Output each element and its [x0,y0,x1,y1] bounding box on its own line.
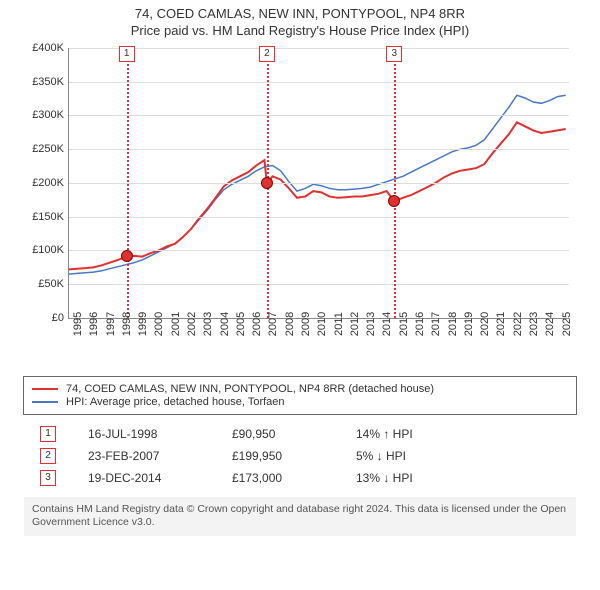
x-axis-label: 2015 [398,312,410,336]
transactions-table: 1 16-JUL-1998 £90,950 14% ↑ HPI 2 23-FEB-2007… [32,423,568,489]
gridline [69,115,569,116]
x-axis-label: 2002 [186,312,198,336]
transaction-row: 2 23-FEB-2007 £199,950 5% ↓ HPI [32,445,568,467]
x-axis-label: 1999 [137,312,149,336]
transaction-price: £199,950 [232,449,352,463]
footnote: Contains HM Land Registry data © Crown c… [24,497,576,536]
chart-subtitle: Price paid vs. HM Land Registry's House … [0,23,600,40]
y-axis-label: £250K [20,143,64,155]
legend-item: 74, COED CAMLAS, NEW INN, PONTYPOOL, NP4… [32,383,568,395]
chart-area: 1 2 3 £0 £50K £100K £150K £200K £250K £300K £350K… [20,42,580,372]
y-axis-label: £350K [20,76,64,88]
y-axis-label: £200K [20,177,64,189]
legend-swatch [32,401,58,403]
x-axis-label: 2022 [512,312,524,336]
x-axis-label: 2021 [495,312,507,336]
transaction-dot [261,177,273,189]
transaction-delta: 5% ↓ HPI [356,449,496,463]
gridline [69,183,569,184]
y-axis-label: £50K [20,278,64,290]
gridline [69,48,569,49]
x-axis-label: 2001 [170,312,182,336]
x-axis-label: 2006 [251,312,263,336]
legend-label: 74, COED CAMLAS, NEW INN, PONTYPOOL, NP4… [66,383,434,395]
transaction-date: 16-JUL-1998 [88,427,228,441]
gridline [69,217,569,218]
transaction-delta: 13% ↓ HPI [356,471,496,485]
x-axis-label: 2003 [202,312,214,336]
legend-item: HPI: Average price, detached house, Torf… [32,396,568,408]
x-axis-label: 1996 [88,312,100,336]
y-axis-label: £150K [20,211,64,223]
series-property [69,122,566,269]
x-axis-label: 2025 [561,312,573,336]
x-axis-label: 2010 [316,312,328,336]
transaction-marker-tag: 2 [259,46,275,62]
transaction-marker-line [127,48,129,318]
transaction-marker-line [394,48,396,318]
transaction-row: 3 19-DEC-2014 £173,000 13% ↓ HPI [32,467,568,489]
x-axis-label: 1995 [72,312,84,336]
y-axis-label: £0 [20,312,64,324]
transaction-row-tag: 1 [40,426,56,442]
legend-label: HPI: Average price, detached house, Torf… [66,396,285,408]
x-axis-label: 1998 [121,312,133,336]
x-axis-label: 2018 [447,312,459,336]
x-axis-label: 2017 [430,312,442,336]
transaction-date: 19-DEC-2014 [88,471,228,485]
gridline [69,284,569,285]
y-axis-label: £100K [20,244,64,256]
x-axis-label: 2004 [219,312,231,336]
transaction-price: £173,000 [232,471,352,485]
x-axis-label: 2013 [365,312,377,336]
transaction-date: 23-FEB-2007 [88,449,228,463]
transaction-price: £90,950 [232,427,352,441]
gridline [69,250,569,251]
x-axis-label: 2005 [235,312,247,336]
gridline [69,149,569,150]
y-axis-label: £400K [20,42,64,54]
legend-swatch [32,388,58,390]
x-axis-label: 2023 [528,312,540,336]
x-axis-label: 2019 [463,312,475,336]
chart-title-address: 74, COED CAMLAS, NEW INN, PONTYPOOL, NP4… [0,6,600,23]
plot-area: 1 2 3 [68,48,569,319]
x-axis-label: 2024 [544,312,556,336]
transaction-delta: 14% ↑ HPI [356,427,496,441]
gridline [69,82,569,83]
x-axis-label: 2011 [333,312,345,336]
x-axis-label: 2000 [153,312,165,336]
series-hpi [69,95,566,274]
chart-title-block: 74, COED CAMLAS, NEW INN, PONTYPOOL, NP4… [0,0,600,42]
x-axis-label: 2020 [479,312,491,336]
y-axis-label: £300K [20,109,64,121]
x-axis-label: 2016 [414,312,426,336]
transaction-row: 1 16-JUL-1998 £90,950 14% ↑ HPI [32,423,568,445]
transaction-marker-tag: 3 [386,46,402,62]
transaction-row-tag: 2 [40,448,56,464]
transaction-marker-tag: 1 [119,46,135,62]
x-axis-label: 2014 [381,312,393,336]
x-axis-label: 2007 [267,312,279,336]
legend-box: 74, COED CAMLAS, NEW INN, PONTYPOOL, NP4… [23,376,577,415]
transaction-dot [388,195,400,207]
transaction-row-tag: 3 [40,470,56,486]
x-axis-label: 2008 [284,312,296,336]
transaction-dot [121,250,133,262]
x-axis-label: 2009 [300,312,312,336]
x-axis-label: 1997 [105,312,117,336]
x-axis-label: 2012 [349,312,361,336]
